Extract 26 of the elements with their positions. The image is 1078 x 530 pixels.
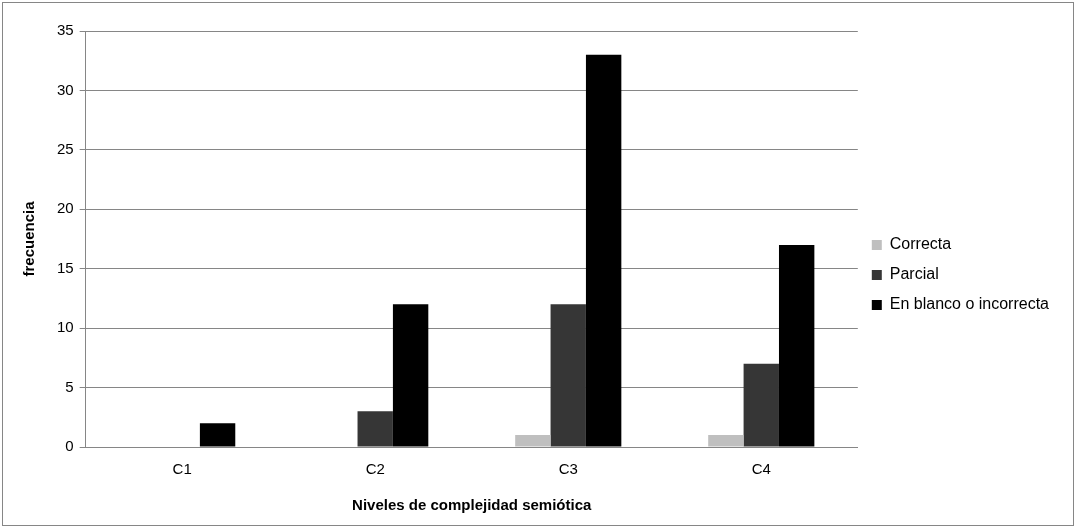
- bar: [743, 363, 779, 447]
- y-tick-label: 10: [57, 318, 74, 336]
- y-tick-label: 5: [65, 377, 74, 395]
- legend-label: Parcial: [889, 265, 939, 283]
- y-tick-label: 0: [65, 437, 74, 455]
- bar: [392, 304, 429, 447]
- y-tick-label: 30: [57, 80, 74, 98]
- y-tick-label: 25: [57, 140, 74, 157]
- bar: [550, 304, 586, 447]
- legend-label: En blanco o incorrecta: [889, 295, 1050, 313]
- x-tick-label: C4: [751, 460, 771, 478]
- x-tick-label: C2: [365, 460, 385, 478]
- x-tick-label: C1: [172, 460, 192, 478]
- y-axis-title: frecuencia: [20, 200, 38, 277]
- bar: [199, 423, 236, 447]
- y-tick-label: 35: [57, 21, 74, 39]
- bar: [585, 54, 622, 447]
- legend-label: Correcta: [889, 235, 952, 253]
- x-axis-title: Niveles de complejidad semiótica: [352, 496, 593, 514]
- bar: [708, 435, 744, 447]
- bar: [778, 244, 815, 447]
- y-tick-label: 15: [57, 258, 74, 276]
- x-tick-label: C3: [558, 460, 578, 478]
- bar: [515, 435, 551, 447]
- y-tick-label: 20: [57, 199, 74, 217]
- bar: [357, 411, 393, 447]
